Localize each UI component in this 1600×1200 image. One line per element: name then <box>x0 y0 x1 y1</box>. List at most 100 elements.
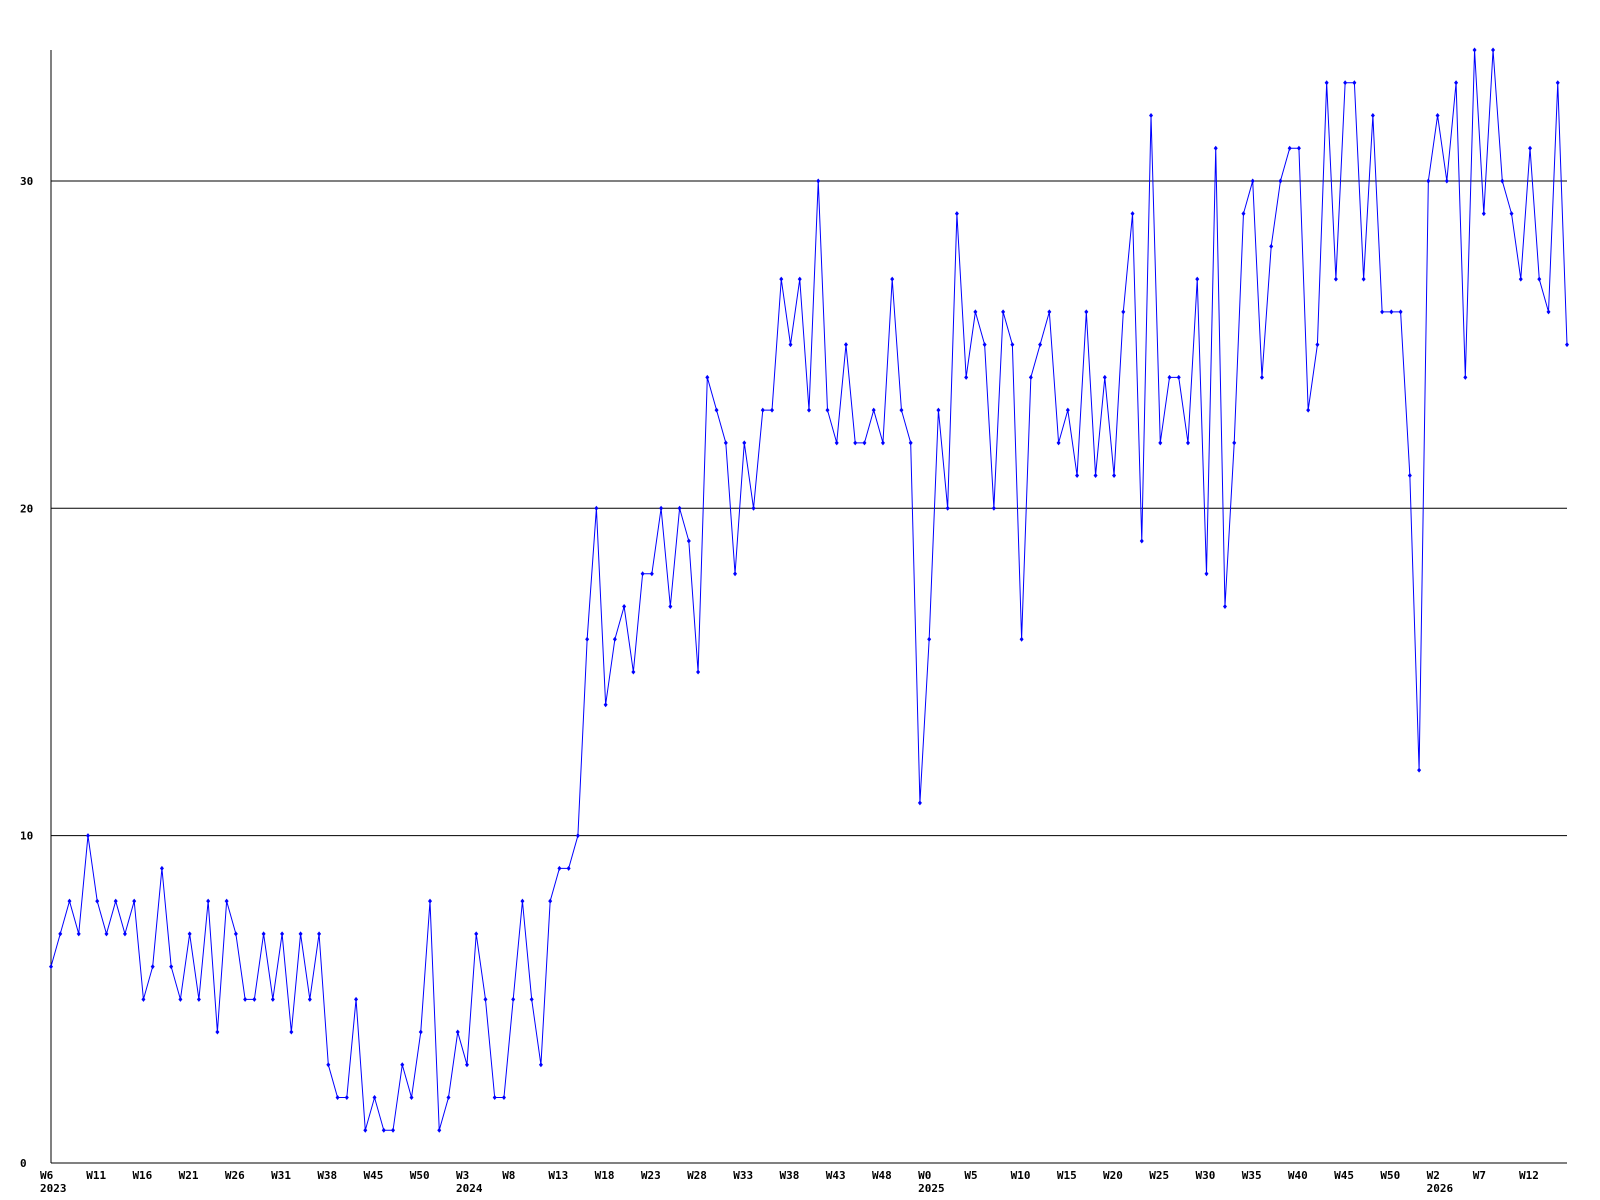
data-point <box>428 898 432 904</box>
data-point <box>1454 80 1459 86</box>
data-point <box>67 898 72 904</box>
data-point <box>788 342 793 348</box>
data-point <box>95 898 100 904</box>
data-point <box>770 407 775 413</box>
data-point <box>1084 309 1089 315</box>
data-point <box>1565 342 1569 348</box>
data-point <box>1001 309 1006 315</box>
data-point <box>85 833 90 839</box>
x-tick-label: W0 <box>918 1169 931 1182</box>
data-point <box>58 931 63 937</box>
data-point <box>927 636 932 642</box>
data-point <box>1213 145 1218 151</box>
data-point <box>991 505 996 511</box>
data-point <box>723 440 728 446</box>
data-point <box>1158 440 1163 446</box>
x-tick-label: W8 <box>502 1169 515 1182</box>
data-point <box>1555 80 1560 86</box>
x-tick-label: W50 <box>1380 1169 1400 1182</box>
x-tick-label: W11 <box>86 1169 106 1182</box>
x-tick-label: W28 <box>687 1169 707 1182</box>
x-tick-label: W12 <box>1519 1169 1539 1182</box>
data-point <box>649 571 654 577</box>
data-point <box>270 996 275 1002</box>
data-point <box>742 440 747 446</box>
data-point <box>973 309 978 315</box>
data-point <box>1306 407 1311 413</box>
data-point <box>640 571 645 577</box>
data-point <box>1130 211 1135 217</box>
data-point <box>816 178 821 184</box>
data-point <box>622 604 627 609</box>
data-point <box>122 931 127 937</box>
x-tick-label: W35 <box>1242 1169 1262 1182</box>
x-tick-label: W45 <box>1334 1169 1354 1182</box>
data-line <box>50 49 1568 1131</box>
data-point <box>224 898 229 904</box>
data-point <box>113 898 118 904</box>
data-point <box>834 440 839 446</box>
data-point <box>1121 309 1126 315</box>
data-point <box>381 1127 386 1133</box>
x-tick-label: W40 <box>1288 1169 1308 1182</box>
data-point <box>1149 112 1154 118</box>
data-point <box>612 636 617 642</box>
data-point <box>945 505 950 511</box>
x-tick-label: W13 <box>548 1169 568 1182</box>
data-point <box>890 276 895 282</box>
data-point <box>141 996 146 1002</box>
data-point <box>1407 473 1412 479</box>
data-point <box>354 996 359 1002</box>
data-point <box>1028 374 1033 380</box>
data-point <box>418 1029 423 1035</box>
data-point <box>243 996 248 1002</box>
x-tick-label: W33 <box>733 1169 753 1182</box>
data-point <box>1472 47 1477 53</box>
data-point <box>520 898 525 904</box>
data-point <box>1370 112 1375 118</box>
data-point <box>982 342 987 348</box>
data-point <box>187 931 192 937</box>
data-point <box>631 669 636 675</box>
data-point <box>1417 767 1422 773</box>
data-point <box>1241 211 1246 217</box>
data-point <box>169 964 174 970</box>
data-point <box>1500 178 1505 184</box>
data-point <box>871 407 876 413</box>
data-point <box>797 276 802 282</box>
data-point <box>538 1062 543 1068</box>
data-point <box>1278 178 1283 184</box>
data-point <box>917 800 922 806</box>
data-point <box>529 996 534 1002</box>
data-point <box>594 505 599 511</box>
data-point <box>391 1127 396 1133</box>
x-tick-label: W10 <box>1011 1169 1031 1182</box>
data-point <box>1537 276 1542 282</box>
data-point <box>1343 80 1348 86</box>
y-tick-label: 20 <box>20 502 33 515</box>
x-tick-label: W2 <box>1427 1169 1440 1182</box>
data-point <box>1509 211 1514 217</box>
x-tick-label: W26 <box>225 1169 245 1182</box>
data-point <box>363 1127 368 1133</box>
data-point <box>899 407 904 413</box>
data-point <box>714 407 719 413</box>
data-point <box>1139 538 1144 544</box>
data-point <box>1518 276 1523 282</box>
data-point <box>1075 473 1080 479</box>
x-tick-label: W38 <box>317 1169 337 1182</box>
data-point <box>954 211 959 217</box>
data-point <box>964 374 969 380</box>
x-tick-label: W16 <box>132 1169 152 1182</box>
data-point <box>548 898 553 904</box>
data-point <box>400 1062 405 1068</box>
data-point <box>807 407 811 413</box>
data-point <box>1065 407 1070 413</box>
data-point <box>132 898 137 904</box>
x-tick-label: W5 <box>964 1169 977 1182</box>
data-point <box>936 407 941 413</box>
x-tick-label: W31 <box>271 1169 291 1182</box>
data-point <box>511 996 516 1002</box>
data-point <box>1204 571 1209 577</box>
